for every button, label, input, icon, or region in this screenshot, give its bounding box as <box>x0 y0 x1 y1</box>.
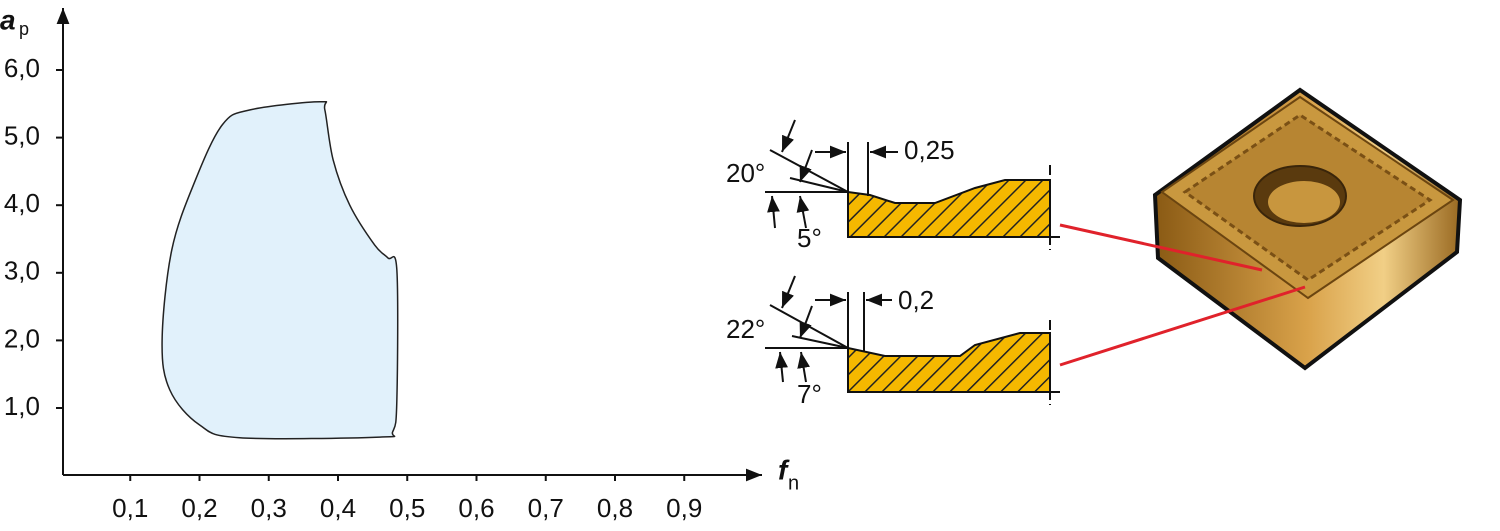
hole-inner <box>1268 181 1340 223</box>
x-tick-label: 0,7 <box>528 493 564 523</box>
y-tick-label: 4,0 <box>4 188 40 218</box>
arrow <box>799 305 813 339</box>
x-tick-label: 0,5 <box>389 493 425 523</box>
y-axis-label-sub: p <box>19 19 29 39</box>
x-tick-label: 0,1 <box>112 493 148 523</box>
arrow <box>767 195 780 229</box>
y-tick-label: 5,0 <box>4 120 40 150</box>
arrow <box>775 351 788 383</box>
insert <box>1059 87 1463 371</box>
angle-line <box>789 177 849 193</box>
angle-label: 20° <box>726 158 765 188</box>
pointer <box>1059 285 1306 367</box>
pointer <box>1059 223 1263 272</box>
y-tick-label: 1,0 <box>4 391 40 421</box>
arrow <box>796 195 810 229</box>
land-label: 0,25 <box>904 135 955 165</box>
profile-lower: 22° 7° 0,2 <box>726 275 1060 409</box>
x-tick-label: 0,9 <box>666 493 702 523</box>
cross-section <box>847 332 1051 393</box>
y-tick-label: 3,0 <box>4 256 40 286</box>
x-axis-label-sub: n <box>788 472 799 494</box>
arrow <box>799 149 813 183</box>
x-tick-label: 0,6 <box>458 493 494 523</box>
y-tick-label: 6,0 <box>4 53 40 83</box>
chart: 6,0 5,0 4,0 3,0 2,0 1,0 0,9 0,8 0,7 0,6 0,5 0,4 0,3 0… <box>0 4 799 522</box>
y-axis-label: a <box>0 4 16 35</box>
x-tick-label: 0,3 <box>251 493 287 523</box>
y-tick-label: 2,0 <box>4 323 40 353</box>
x-tick-label: 0,8 <box>597 493 633 523</box>
angle-line <box>791 335 849 349</box>
angle-label: 7° <box>797 379 822 409</box>
arrow <box>781 119 796 153</box>
x-tick-label: 0,4 <box>320 493 356 523</box>
arrow <box>781 275 796 309</box>
application-area <box>161 100 399 440</box>
cross-section <box>847 179 1051 238</box>
angle-label: 5° <box>797 223 822 253</box>
x-tick-label: 0,2 <box>181 493 217 523</box>
x-axis-label: f <box>778 454 790 485</box>
arrow <box>797 351 810 383</box>
angle-label: 22° <box>726 314 765 344</box>
land-label: 0,2 <box>898 285 934 315</box>
profile-upper: 20° 5° 0,25 <box>726 119 1060 253</box>
